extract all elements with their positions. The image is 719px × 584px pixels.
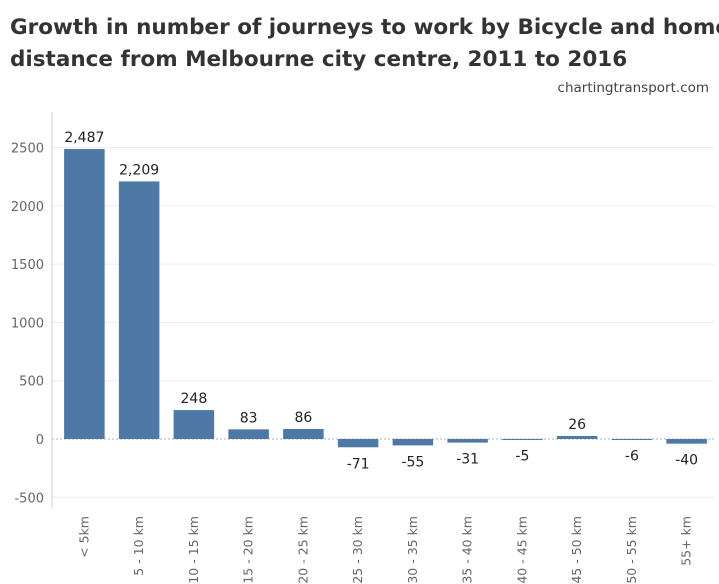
bar	[338, 439, 379, 447]
y-tick-label: 1500	[11, 258, 44, 273]
bar	[612, 439, 653, 440]
bar	[174, 410, 215, 439]
bar	[447, 439, 488, 443]
bars	[64, 149, 707, 447]
data-label: 2,209	[119, 162, 159, 178]
bar	[666, 439, 707, 444]
bar	[64, 149, 105, 439]
data-label: 26	[568, 417, 586, 433]
y-tick-label: 0	[36, 433, 44, 448]
y-tick-label: 500	[19, 375, 44, 390]
x-tick-label: 15 - 20 km	[241, 516, 256, 584]
y-tick-label: -500	[14, 491, 44, 506]
x-tick-label: 35 - 40 km	[460, 516, 475, 584]
x-tick-label: 5 - 10 km	[131, 516, 146, 576]
axes: -500 0 500 1000 1500 2000 2500	[11, 112, 52, 508]
y-tick-label: 1000	[11, 316, 44, 331]
bar-chart: -500 0 500 1000 1500 2000 2500 2,487 < 5km 2,209…	[0, 0, 719, 584]
x-tick-label: 30 - 35 km	[405, 516, 420, 584]
x-tick-label: 50 - 55 km	[624, 516, 639, 584]
x-tick-label: 20 - 25 km	[295, 516, 310, 584]
y-tick-label: 2500	[11, 142, 44, 157]
data-label: -5	[515, 449, 529, 465]
data-label: -31	[456, 452, 479, 468]
data-label: -55	[401, 454, 424, 470]
data-label: -71	[347, 456, 370, 472]
x-tick-label: 25 - 30 km	[350, 516, 365, 584]
x-tick-label: 45 - 50 km	[569, 516, 584, 584]
bar	[502, 439, 543, 440]
bar	[283, 429, 324, 439]
labels: 2,487 < 5km 2,209 5 - 10 km 248 10 - 15 km 83 1…	[64, 130, 698, 584]
data-label: 86	[294, 410, 312, 426]
data-label: -6	[625, 449, 639, 465]
x-tick-label: < 5km	[76, 516, 91, 558]
data-label: 248	[181, 391, 208, 407]
bar	[228, 429, 269, 439]
data-label: 83	[240, 410, 258, 426]
bar	[119, 181, 160, 439]
y-tick-label: 2000	[11, 200, 44, 215]
bar	[393, 439, 434, 445]
bar	[557, 436, 598, 439]
data-label: -40	[675, 453, 698, 469]
x-tick-label: 55+ km	[679, 516, 694, 566]
data-label: 2,487	[64, 130, 104, 146]
x-tick-label: 10 - 15 km	[186, 516, 201, 584]
x-tick-label: 40 - 45 km	[514, 516, 529, 584]
